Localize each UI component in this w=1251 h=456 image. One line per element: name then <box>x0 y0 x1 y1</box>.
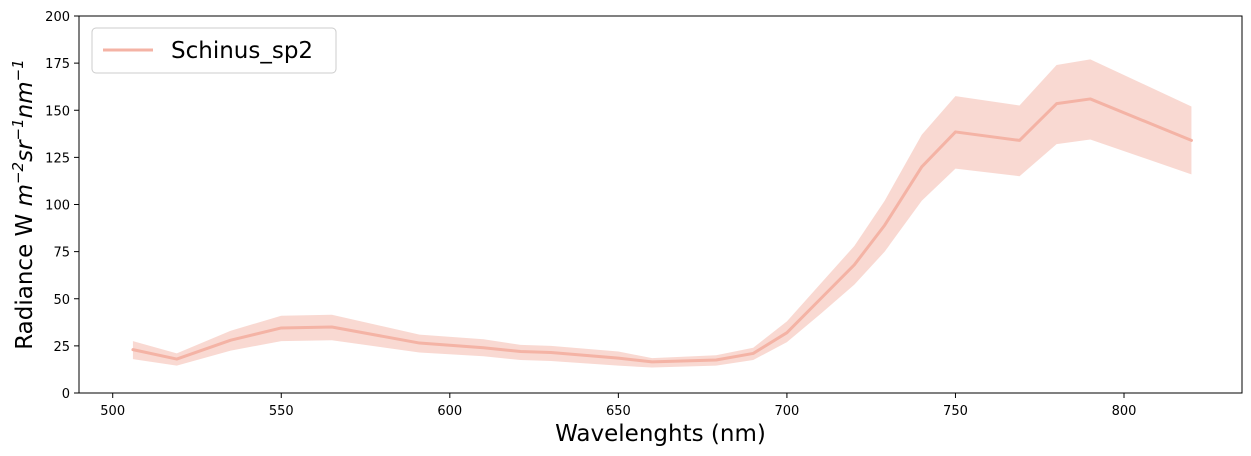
y-tick-label: 75 <box>53 246 70 261</box>
y-axis-title-part: Radiance W <box>12 206 38 349</box>
y-tick-label: 100 <box>45 199 70 214</box>
series-line <box>131 97 1193 364</box>
y-tick-label: 125 <box>45 151 70 166</box>
y-tick-label: 200 <box>45 10 70 25</box>
x-tick-label: 750 <box>943 404 968 419</box>
x-axis: 500 550 600 650 700 750 800 <box>100 393 1136 419</box>
x-tick-label: 550 <box>269 404 294 419</box>
x-tick-label: 650 <box>606 404 631 419</box>
y-tick-label: 25 <box>53 340 70 355</box>
y-axis-title-unit-nm: nm <box>12 81 38 118</box>
x-tick-label: 600 <box>437 404 462 419</box>
plot-area <box>131 59 1193 368</box>
y-axis: 0 25 50 75 100 125 150 175 200 <box>45 10 79 402</box>
x-tick-label: 800 <box>1112 404 1137 419</box>
y-axis-title-unit-sr: sr <box>12 139 38 162</box>
x-tick-label: 700 <box>774 404 799 419</box>
y-tick-label: 175 <box>45 57 70 72</box>
y-axis-title-exp: −1 <box>9 118 27 140</box>
y-tick-label: 150 <box>45 104 70 119</box>
y-tick-label: 0 <box>62 387 70 402</box>
y-tick-label: 50 <box>53 293 70 308</box>
series-confidence-band <box>132 59 1192 368</box>
legend: Schinus_sp2 <box>91 27 337 74</box>
legend-entry-label: Schinus_sp2 <box>171 38 313 64</box>
y-axis-title-unit-m: m <box>12 184 38 206</box>
legend-box <box>91 27 337 74</box>
y-axis-title: Radiance W m−2sr−1nm−1 <box>9 59 38 350</box>
x-axis-title: Wavelenghts (nm) <box>555 421 766 447</box>
x-tick-label: 500 <box>100 404 125 419</box>
y-axis-title-exp: −1 <box>9 59 27 81</box>
y-axis-title-exp: −2 <box>9 162 27 184</box>
